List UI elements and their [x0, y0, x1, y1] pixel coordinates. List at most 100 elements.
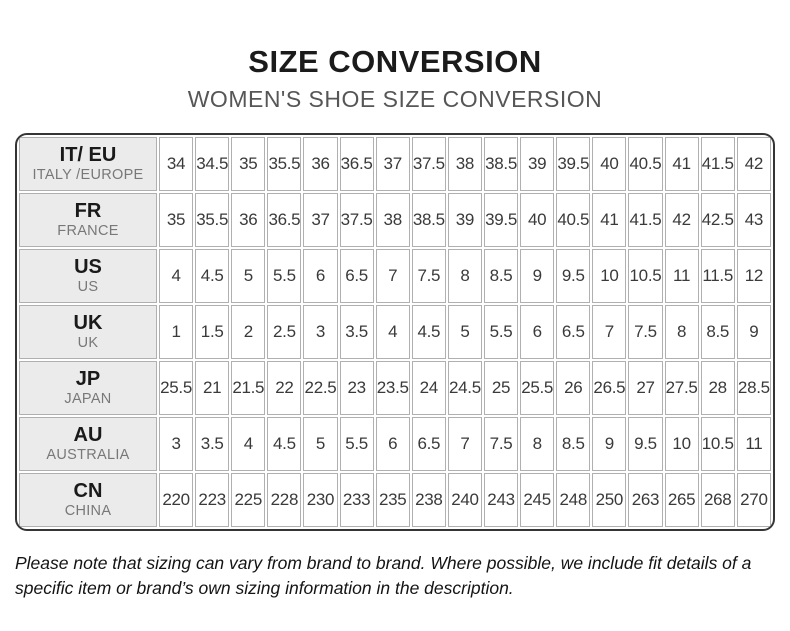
size-cell: 265 — [664, 473, 699, 527]
size-conversion-table: IT/ EU ITALY /EUROPE 34 34.5 35 35.5 36 36.5 37 3… — [17, 135, 773, 529]
size-cell: 35.5 — [267, 137, 302, 191]
size-cell: 6 — [375, 417, 410, 471]
table-row: AU AUSTRALIA 3 3.5 4 4.5 5 5.5 6 6.5 7 7.5 8 8.5 9 9.5 1… — [19, 417, 771, 471]
size-cell: 8 — [520, 417, 555, 471]
row-header-cell: IT/ EU ITALY /EUROPE — [19, 137, 157, 191]
size-cell: 26 — [556, 361, 591, 415]
size-cell: 228 — [267, 473, 302, 527]
size-cell: 268 — [700, 473, 735, 527]
size-cell: 38.5 — [411, 193, 446, 247]
size-cell: 6.5 — [339, 249, 374, 303]
size-cell: 24.5 — [447, 361, 482, 415]
size-cell: 26.5 — [592, 361, 627, 415]
size-cell: 41.5 — [628, 193, 663, 247]
row-header-cell: UK UK — [19, 305, 157, 359]
size-cell: 6 — [520, 305, 555, 359]
size-cell: 4 — [375, 305, 410, 359]
size-cell: 8 — [447, 249, 482, 303]
size-cell: 41.5 — [700, 137, 735, 191]
size-cell: 11 — [664, 249, 699, 303]
size-cell: 233 — [339, 473, 374, 527]
row-code: AU — [73, 423, 103, 446]
table-row: UK UK 1 1.5 2 2.5 3 3.5 4 4.5 5 5.5 6 6.5 7 7.5 8 8.5 9 — [19, 305, 771, 359]
size-cell: 238 — [411, 473, 446, 527]
size-cell: 263 — [628, 473, 663, 527]
size-cell: 225 — [231, 473, 266, 527]
size-cell: 37 — [375, 137, 410, 191]
size-cell: 3.5 — [195, 417, 230, 471]
size-cell: 4.5 — [195, 249, 230, 303]
size-cell: 7 — [592, 305, 627, 359]
size-cell: 37 — [303, 193, 338, 247]
size-cell: 38 — [447, 137, 482, 191]
row-header-cell: CN CHINA — [19, 473, 157, 527]
size-cell: 39.5 — [483, 193, 519, 247]
row-region: FRANCE — [57, 222, 119, 239]
size-cell: 8.5 — [483, 249, 519, 303]
size-cell: 25.5 — [520, 361, 555, 415]
size-cell: 8.5 — [700, 305, 735, 359]
size-cell: 22.5 — [303, 361, 338, 415]
size-cell: 23.5 — [375, 361, 410, 415]
size-cell: 9 — [736, 305, 771, 359]
size-cell: 10.5 — [700, 417, 735, 471]
size-cell: 38.5 — [483, 137, 519, 191]
size-cell: 1 — [159, 305, 194, 359]
size-cell: 270 — [736, 473, 771, 527]
size-cell: 42.5 — [700, 193, 735, 247]
size-cell: 36 — [231, 193, 266, 247]
size-cell: 23 — [339, 361, 374, 415]
size-cell: 37.5 — [411, 137, 446, 191]
size-cell: 27 — [628, 361, 663, 415]
size-cell: 5 — [303, 417, 338, 471]
row-code: IT/ EU — [59, 143, 117, 166]
size-cell: 36 — [303, 137, 338, 191]
size-cell: 9 — [520, 249, 555, 303]
size-cell: 4 — [231, 417, 266, 471]
size-cell: 8.5 — [556, 417, 591, 471]
size-cell: 35 — [231, 137, 266, 191]
size-cell: 5 — [231, 249, 266, 303]
size-cell: 7.5 — [628, 305, 663, 359]
size-cell: 22 — [267, 361, 302, 415]
size-cell: 1.5 — [195, 305, 230, 359]
size-cell: 7.5 — [483, 417, 519, 471]
size-cell: 21.5 — [231, 361, 266, 415]
size-cell: 35.5 — [195, 193, 230, 247]
sizing-note: Please note that sizing can vary from br… — [15, 553, 752, 598]
size-cell: 40 — [520, 193, 555, 247]
row-header-cell: JP JAPAN — [19, 361, 157, 415]
size-cell: 240 — [447, 473, 482, 527]
size-cell: 2.5 — [267, 305, 302, 359]
size-cell: 41 — [664, 137, 699, 191]
size-cell: 39 — [520, 137, 555, 191]
size-cell: 248 — [556, 473, 591, 527]
row-header-cell: FR FRANCE — [19, 193, 157, 247]
size-cell: 250 — [592, 473, 627, 527]
size-cell: 243 — [483, 473, 519, 527]
size-cell: 230 — [303, 473, 338, 527]
size-table-frame: IT/ EU ITALY /EUROPE 34 34.5 35 35.5 36 36.5 37 3… — [15, 133, 775, 531]
row-code: UK — [73, 311, 103, 334]
size-cell: 39.5 — [556, 137, 591, 191]
size-table-body: IT/ EU ITALY /EUROPE 34 34.5 35 35.5 36 36.5 37 3… — [19, 137, 771, 527]
size-cell: 5.5 — [267, 249, 302, 303]
size-cell: 223 — [195, 473, 230, 527]
size-cell: 2 — [231, 305, 266, 359]
size-cell: 5.5 — [483, 305, 519, 359]
size-cell: 245 — [520, 473, 555, 527]
size-cell: 7 — [375, 249, 410, 303]
size-cell: 5 — [447, 305, 482, 359]
size-cell: 41 — [592, 193, 627, 247]
size-cell: 37.5 — [339, 193, 374, 247]
size-cell: 7.5 — [411, 249, 446, 303]
size-cell: 5.5 — [339, 417, 374, 471]
size-cell: 9.5 — [556, 249, 591, 303]
size-cell: 8 — [664, 305, 699, 359]
size-cell: 220 — [159, 473, 194, 527]
row-region: AUSTRALIA — [46, 446, 130, 463]
size-cell: 235 — [375, 473, 410, 527]
size-cell: 40.5 — [628, 137, 663, 191]
size-cell: 43 — [736, 193, 771, 247]
size-cell: 35 — [159, 193, 194, 247]
